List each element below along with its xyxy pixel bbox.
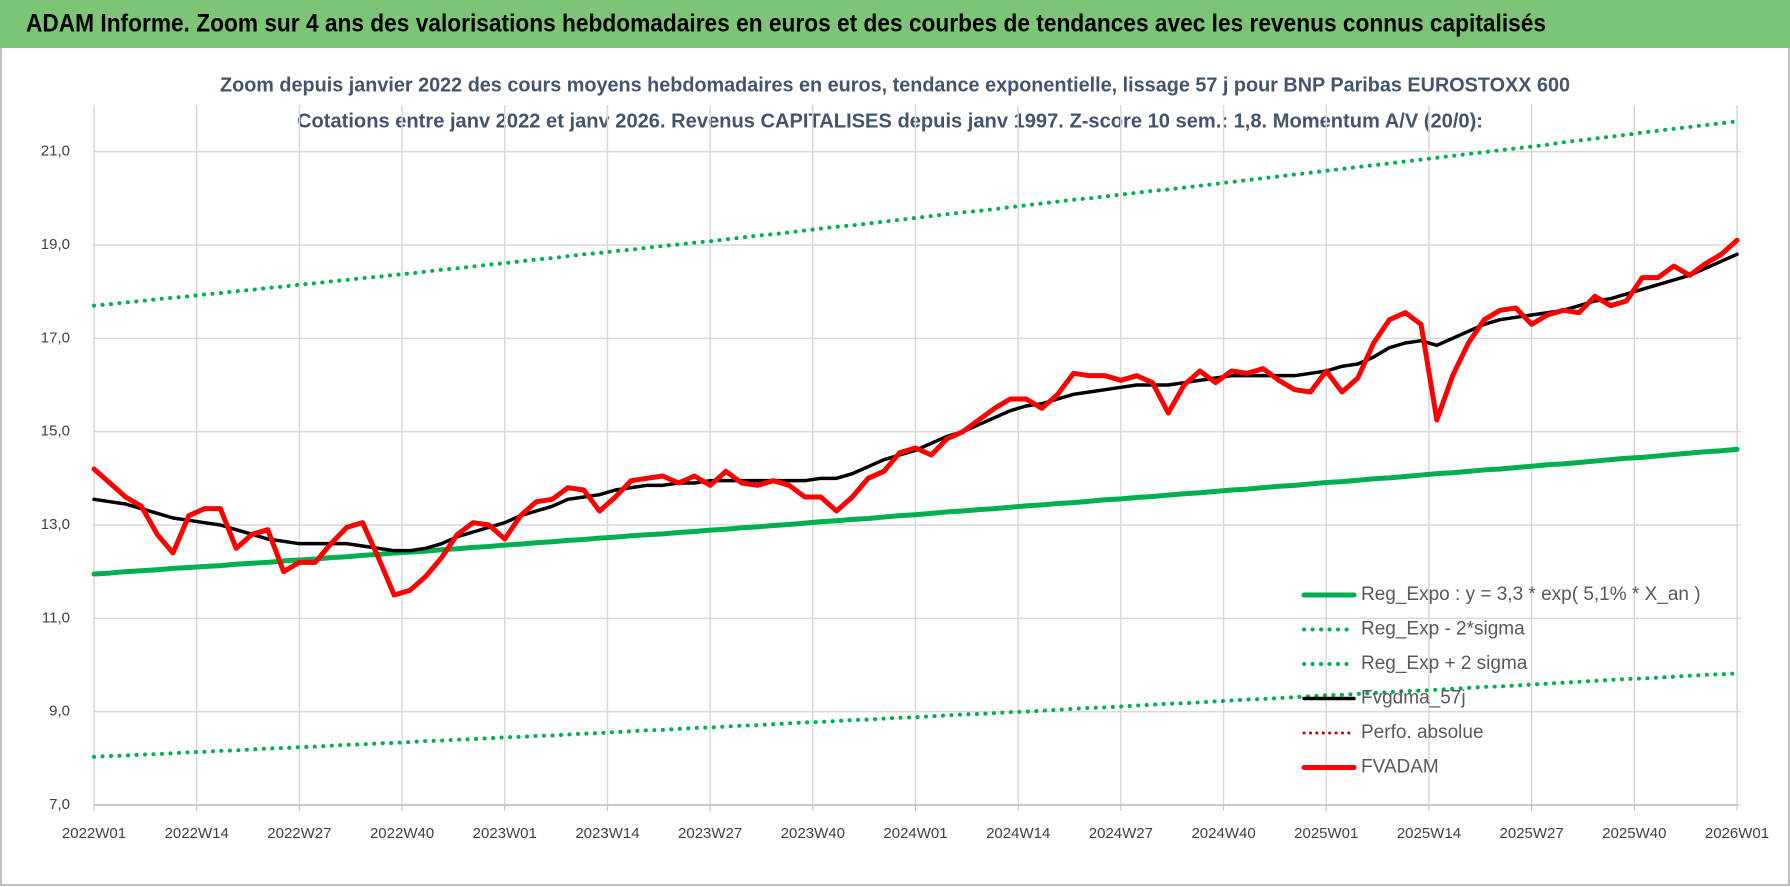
legend-label: Reg_Exp + 2 sigma [1361,653,1528,674]
series-line [91,237,1740,598]
x-tick-label: 2025W14 [1397,825,1461,842]
x-tick-label: 2022W27 [267,825,331,842]
y-tick-label: 15,0 [41,423,70,440]
y-tick-label: 13,0 [41,516,70,533]
header-title: ADAM Informe. Zoom sur 4 ans des valoris… [26,10,1546,38]
y-tick-label: 9,0 [49,703,70,720]
legend-label: FVADAM [1361,757,1439,778]
y-tick-label: 11,0 [42,609,70,626]
x-tick-label: 2022W01 [62,825,126,842]
x-tick-label: 2023W40 [781,825,845,842]
x-tick-label: 2025W27 [1500,825,1564,842]
x-tick-label: 2024W01 [883,825,947,842]
y-tick-label: 17,0 [41,329,70,346]
y-tick-label: 19,0 [41,236,70,253]
chart-title: Cotations entre janv 2022 et janv 2026. … [297,110,1483,132]
x-tick-label: 2023W27 [678,825,742,842]
x-tick-label: 2024W40 [1191,825,1255,842]
legend-label: Perfo. absolue [1361,722,1484,743]
x-tick-label: 2025W01 [1294,825,1358,842]
legend-label: Reg_Expo : y = 3,3 * exp( 5,1% * X_an ) [1361,584,1701,605]
x-tick-label: 2024W14 [986,825,1050,842]
series-line [92,671,1739,759]
legend-label: Reg_Exp - 2*sigma [1361,619,1525,640]
series-line [91,446,1740,577]
header-bar [0,0,1790,48]
x-tick-label: 2023W01 [473,825,537,842]
x-tick-label: 2026W01 [1705,825,1769,842]
x-tick-label: 2022W40 [370,825,434,842]
x-tick-label: 2022W14 [165,825,229,842]
x-tick-label: 2024W27 [1089,825,1153,842]
x-tick-label: 2025W40 [1602,825,1666,842]
y-tick-label: 7,0 [49,796,70,813]
series-line [92,119,1739,308]
chart-title: Zoom depuis janvier 2022 des cours moyen… [220,74,1570,96]
x-tick-label: 2023W14 [575,825,639,842]
legend-label: Fvgdma_57j [1361,688,1466,709]
y-tick-label: 21,0 [41,143,70,160]
